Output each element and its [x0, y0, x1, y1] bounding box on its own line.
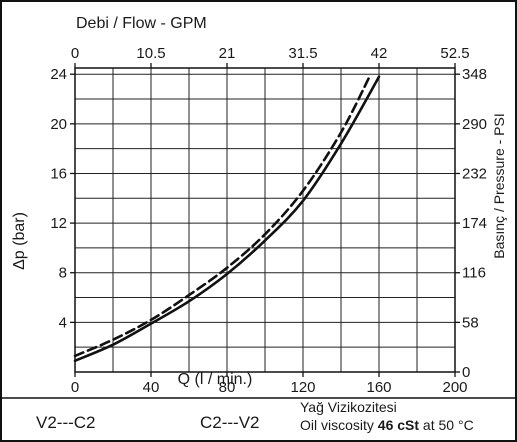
y-axis-title: Δp (bar) — [11, 212, 28, 270]
top-axis-title: Debi / Flow - GPM — [76, 15, 207, 32]
right-axis-title: Basınç / Pressure - PSI — [491, 113, 507, 259]
y-tick-label: 24 — [50, 66, 67, 83]
top-tick-label: 52.5 — [440, 45, 469, 62]
right-tick-label: 290 — [462, 116, 487, 133]
y-tick-label: 8 — [59, 265, 67, 282]
viscosity-mid: at — [419, 417, 438, 433]
viscosity-note: Oil viscosity 46 cSt at 50 °C — [300, 417, 474, 433]
top-tick-label: 0 — [71, 45, 79, 62]
legend-solid-label: V2---C2 — [36, 413, 96, 432]
top-tick-label: 31.5 — [288, 45, 317, 62]
series-lines — [73, 75, 381, 363]
y-tick-label: 16 — [50, 165, 67, 182]
right-tick-label: 116 — [462, 265, 486, 282]
viscosity-prefix: Oil viscosity — [300, 417, 378, 433]
grid — [75, 68, 455, 372]
top-tick-label: 21 — [219, 45, 236, 62]
viscosity-temp: 50 °C — [439, 417, 474, 433]
plot-border — [74, 67, 456, 373]
right-tick-label: 58 — [462, 314, 479, 331]
viscosity-title: Yağ Vizikozitesi — [300, 399, 397, 415]
series-line-c2-v2 — [73, 75, 371, 358]
x-axis-title: Q (l / min.) — [178, 371, 253, 388]
series-line-v2-c2 — [73, 75, 381, 363]
right-tick-label: 0 — [462, 364, 470, 381]
legend-dashed-label: C2---V2 — [200, 413, 260, 432]
x-tick-label: 80 — [219, 379, 236, 396]
viscosity-value: 46 cSt — [378, 417, 420, 433]
y-tick-label: 20 — [50, 116, 67, 133]
right-tick-label: 232 — [462, 165, 487, 182]
y-tick-label: 4 — [59, 314, 67, 331]
top-tick-label: 10.5 — [136, 45, 165, 62]
x-tick-label: 160 — [366, 379, 391, 396]
x-tick-label: 120 — [290, 379, 315, 396]
x-tick-label: 40 — [143, 379, 160, 396]
y-tick-label: 12 — [50, 215, 67, 232]
right-tick-label: 174 — [462, 215, 487, 232]
x-tick-label: 200 — [442, 379, 467, 396]
right-tick-label: 348 — [462, 66, 487, 83]
top-tick-label: 42 — [371, 45, 388, 62]
x-tick-label: 0 — [71, 379, 79, 396]
